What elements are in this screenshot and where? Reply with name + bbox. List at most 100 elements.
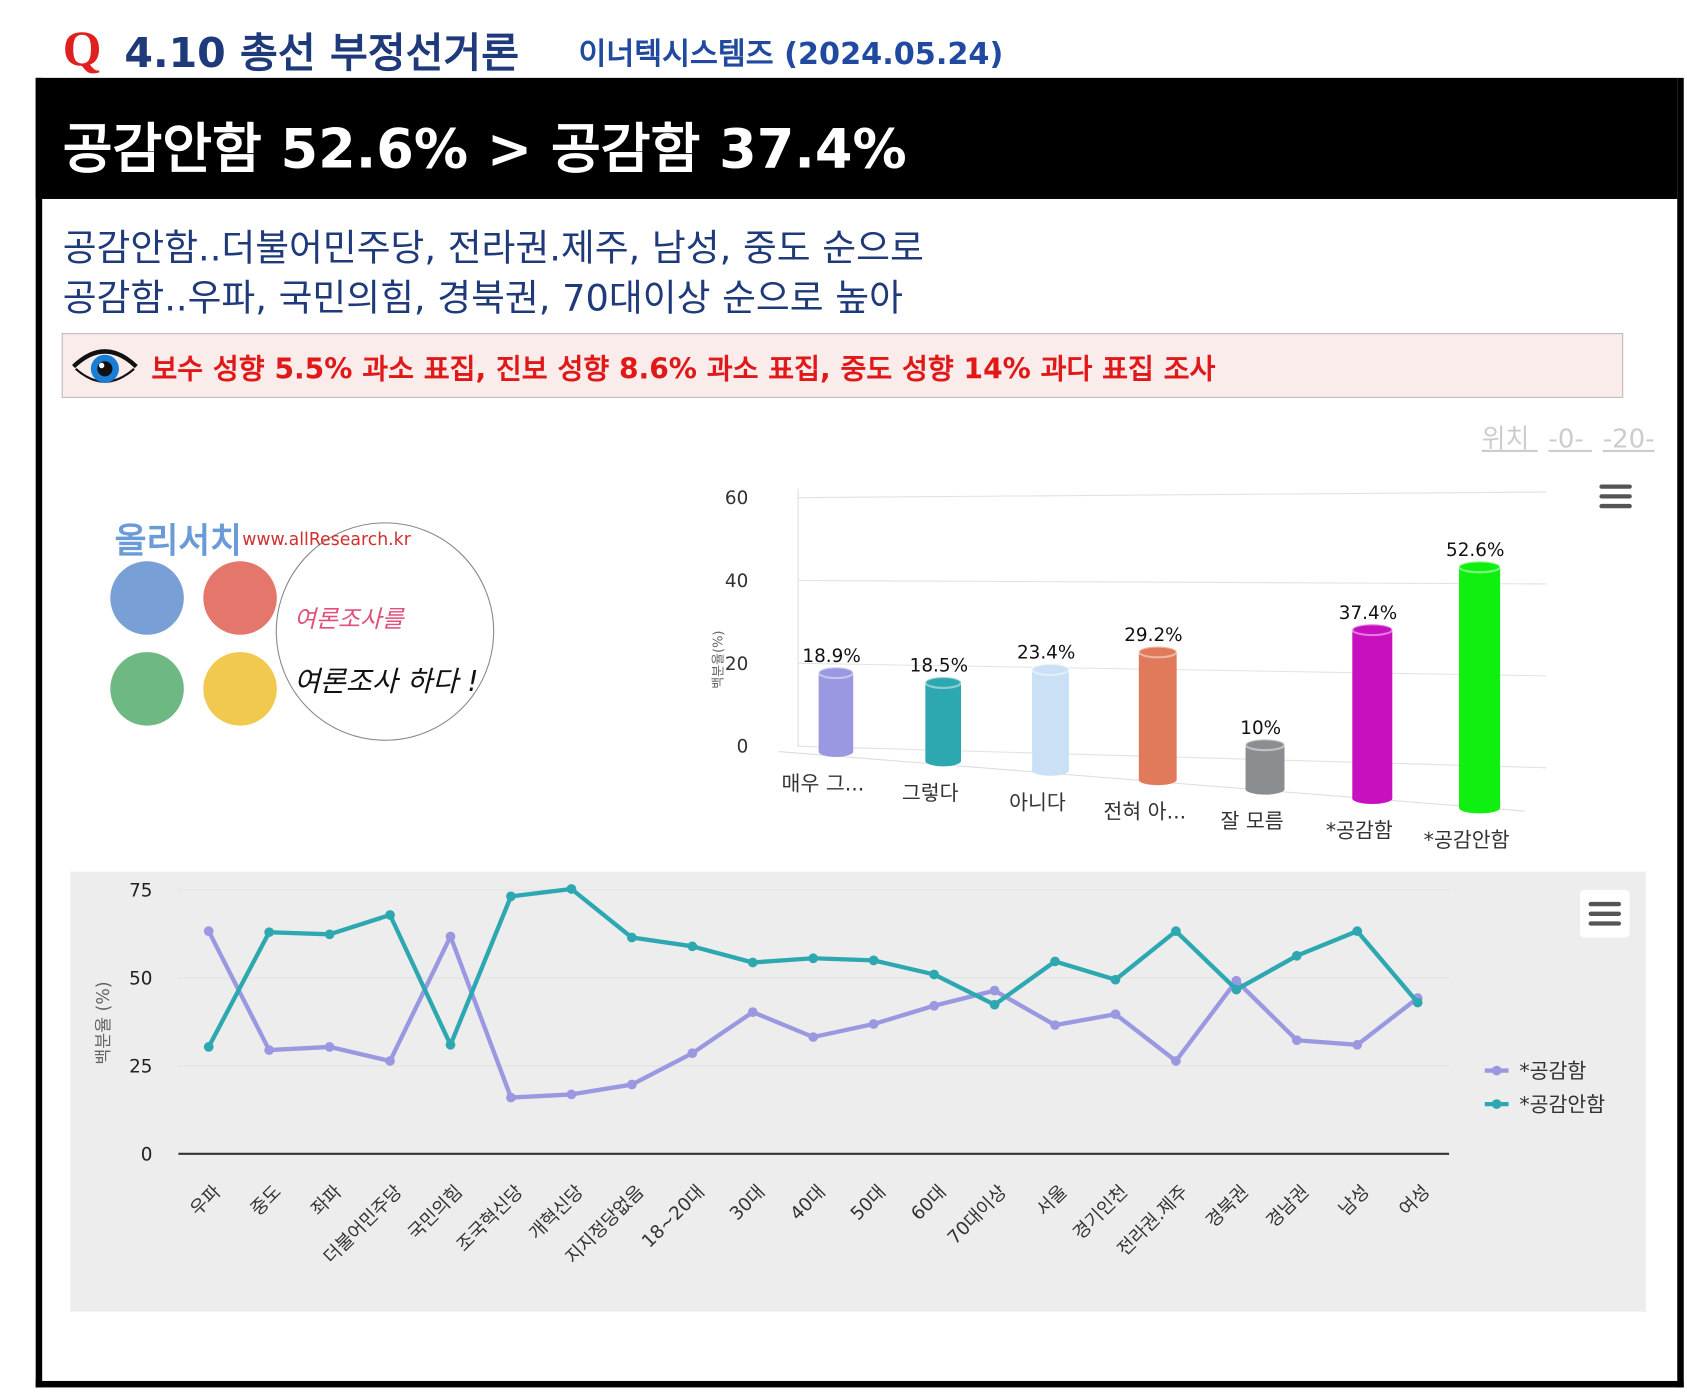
bar-base	[1459, 802, 1501, 814]
x-tick-label: 여성	[1395, 1181, 1434, 1220]
logo-slogan-1: 여론조사를	[294, 606, 404, 634]
data-label: 29.2%	[1124, 625, 1182, 646]
line-chart-panel	[70, 871, 1646, 1312]
data-point	[1231, 984, 1242, 995]
data-point	[506, 1092, 516, 1103]
x-tick-label: 개혁신당	[525, 1181, 588, 1244]
bar-top	[1457, 560, 1502, 574]
y-axis-title: 백분율 (%)	[94, 981, 114, 1064]
bar-top	[1351, 623, 1394, 637]
legend-marker	[1491, 1099, 1502, 1109]
data-point	[566, 1089, 577, 1100]
data-point	[506, 891, 516, 902]
x-tick-label: 경북권	[1202, 1181, 1253, 1232]
y-tick-label: 25	[129, 1056, 152, 1077]
position-link-0[interactable]: -0-	[1548, 423, 1584, 455]
logo-slogan-2: 여론조사 하다 !	[294, 666, 479, 699]
bar	[1032, 669, 1069, 771]
page-title: 4.10 총선 부정선거론	[124, 29, 520, 77]
bar-base	[925, 755, 962, 767]
logo-brand: 올리서치	[114, 520, 242, 562]
data-point	[626, 932, 637, 943]
x-tick-label: 18~20대	[638, 1181, 709, 1252]
legend-item: *공감안함	[1519, 1093, 1605, 1117]
y-tick-label: 50	[129, 968, 152, 989]
y-tick-label: 0	[737, 737, 749, 758]
x-tick-label: 그렇다	[902, 781, 959, 805]
bar	[1352, 629, 1393, 799]
bar	[925, 682, 962, 761]
data-point	[445, 1039, 456, 1050]
bar-chart: 0 20 40 60 백분율(%) 18.9% 매우 그... 18.5% 그렇다 23.4% 아니…	[711, 488, 1547, 852]
bar-top	[1137, 645, 1178, 659]
bar-top	[1031, 663, 1070, 676]
bar-top	[817, 666, 855, 680]
x-tick-label: 매우 그...	[782, 772, 865, 796]
x-tick-label: 전혀 아...	[1103, 800, 1186, 824]
bar-base	[1032, 764, 1069, 776]
bar-top	[1244, 738, 1286, 752]
y-tick-label: 60	[725, 488, 748, 509]
data-point	[1050, 1020, 1060, 1030]
bar	[818, 672, 854, 752]
notice-text: 보수 성향 5.5% 과소 표집, 진보 성향 8.6% 과소 표집, 중도 성…	[151, 353, 1216, 387]
position-nav: 위치 -0- -20-	[1471, 417, 1655, 455]
data-point	[808, 1032, 819, 1042]
eye-icon	[72, 349, 138, 383]
headline-band	[35, 77, 1678, 199]
data-point	[929, 969, 939, 980]
subtitle-line-1: 공감안함..더불어민주당, 전라권.제주, 남성, 중도 순으로	[62, 227, 924, 271]
x-tick-label: 경기인천	[1069, 1181, 1132, 1244]
content-frame	[35, 77, 1684, 1388]
line-chart-menu-button[interactable]	[1579, 889, 1630, 938]
subtitle-line-2: 공감함..우파, 국민의힘, 경북권, 70대이상 순으로 높아	[62, 276, 903, 321]
x-tick-label: 50대	[847, 1181, 890, 1224]
x-tick-label: 아니다	[1009, 790, 1066, 814]
data-point	[1352, 926, 1363, 937]
bar-chart-menu-icon[interactable]	[1599, 484, 1632, 509]
data-point	[566, 884, 577, 894]
data-label: 18.9%	[802, 646, 860, 667]
data-point	[1291, 1035, 1302, 1046]
data-point	[747, 1007, 758, 1017]
data-label: 37.4%	[1339, 603, 1397, 624]
data-point	[868, 1019, 879, 1029]
gridline	[798, 579, 1547, 585]
data-point	[747, 957, 758, 968]
menu-icon	[1588, 901, 1622, 926]
data-point	[1171, 926, 1181, 937]
bar-base	[818, 746, 854, 757]
data-point	[1412, 997, 1423, 1008]
data-point	[264, 927, 275, 938]
bar	[1459, 566, 1501, 809]
x-tick-label: 30대	[726, 1181, 769, 1224]
data-point	[1171, 1056, 1181, 1066]
y-axis-title: 백분율(%)	[711, 631, 726, 689]
x-tick-label: 조국혁신당	[453, 1181, 528, 1256]
bar-base	[1245, 783, 1285, 795]
data-point	[929, 1000, 939, 1011]
x-tick-label: 좌파	[307, 1181, 346, 1220]
legend-marker	[1491, 1065, 1502, 1076]
data-point	[324, 1042, 335, 1052]
data-point	[264, 1045, 275, 1055]
logo-url: www.allResearch.kr	[242, 528, 411, 550]
legend-item: *공감함	[1519, 1059, 1586, 1083]
data-point	[868, 955, 879, 966]
x-tick-label: *공감함	[1326, 819, 1393, 843]
x-tick-label: 40대	[786, 1181, 829, 1224]
y-tick-label: 40	[725, 571, 748, 592]
data-label: 52.6%	[1446, 540, 1504, 561]
data-point	[989, 999, 1000, 1010]
position-link-20[interactable]: -20-	[1602, 423, 1655, 455]
x-tick-label: 국민의힘	[404, 1181, 467, 1244]
x-tick-label: 서울	[1033, 1181, 1072, 1220]
data-point	[1110, 1009, 1121, 1020]
data-point	[808, 953, 819, 964]
x-tick-label: 60대	[907, 1181, 950, 1224]
bar-base	[1138, 774, 1177, 786]
data-point	[1110, 974, 1121, 985]
data-point	[626, 1079, 637, 1090]
